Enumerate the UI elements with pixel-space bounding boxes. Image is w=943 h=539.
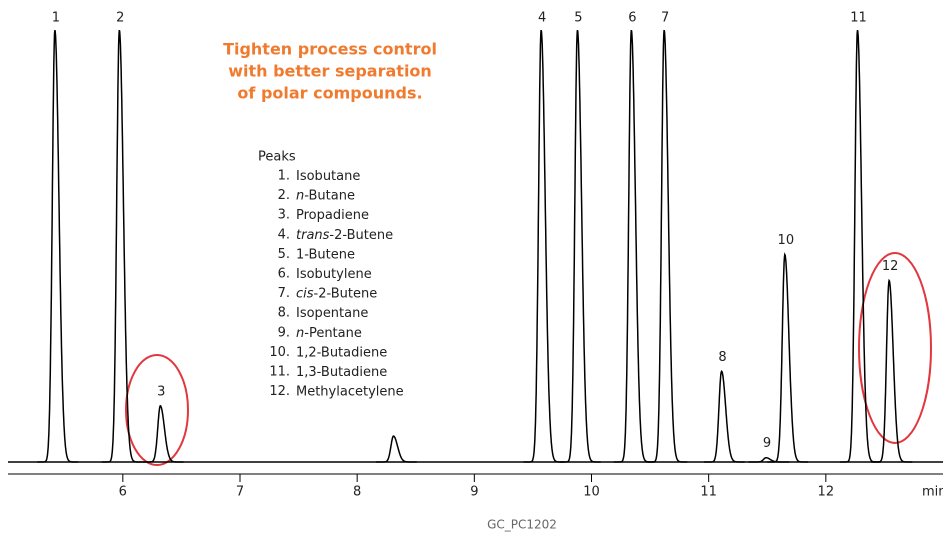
x-tick-label: 7 (236, 485, 244, 500)
legend-name: Isobutylene (296, 267, 372, 282)
legend-name: Propadiene (296, 208, 369, 223)
peak (142, 404, 184, 463)
legend-number: 11. (269, 365, 290, 380)
legend-name-part: -Butane (304, 188, 355, 203)
peak (871, 278, 913, 463)
annotation: of polar compounds. (237, 84, 422, 103)
legend-number: 10. (269, 345, 290, 360)
peak-label: 5 (574, 11, 582, 26)
peak (101, 30, 143, 463)
peak-label: 12 (882, 259, 899, 274)
footer: GC_PC1202 (487, 518, 557, 532)
legend-name: 1,3-Butadiene (296, 365, 387, 380)
annotation: Tighten process control (223, 40, 437, 59)
legend-number: 6. (278, 267, 290, 282)
peak (37, 30, 79, 463)
legend-number: 12. (269, 384, 290, 399)
legend-name-part: 1,3-Butadiene (296, 365, 387, 380)
peak-label: 4 (538, 11, 546, 26)
legend-name: Isopentane (296, 306, 368, 321)
legend-name-part: 1-Butene (296, 247, 355, 262)
legend-number: 1. (278, 169, 290, 184)
legend-title: Peaks (258, 150, 296, 165)
legend-name: n-Butane (296, 188, 355, 203)
x-tick-label: 6 (119, 485, 127, 500)
legend-name-part: Isopentane (296, 306, 368, 321)
peak-label: 11 (850, 11, 867, 26)
legend-name: n-Pentane (296, 325, 362, 340)
legend-name-part: trans (296, 227, 330, 242)
peak (704, 370, 745, 463)
peak-label: 8 (718, 350, 726, 365)
legend-name-part: n (296, 188, 304, 203)
x-tick-label: 12 (818, 485, 835, 500)
legend-name-part: 1,2-Butadiene (296, 345, 387, 360)
highlight-ellipse (858, 252, 932, 444)
legend-number: 8. (278, 306, 290, 321)
legend-name: trans-2-Butene (296, 227, 393, 242)
annotation: with better separation (228, 62, 432, 81)
legend-name-part: Isobutylene (296, 267, 372, 282)
legend-name: cis-2-Butene (296, 286, 377, 301)
legend-name-part: cis (296, 286, 314, 301)
peak-label: 9 (763, 436, 771, 451)
peak (748, 456, 790, 463)
legend-name-part: -2-Butene (314, 286, 378, 301)
legend-name: 1,2-Butadiene (296, 345, 387, 360)
legend-name-part: Propadiene (296, 208, 369, 223)
peak (559, 30, 601, 463)
peak-label: 2 (116, 11, 124, 26)
legend-name-part: Isobutane (296, 169, 360, 184)
peak-label: 10 (778, 233, 795, 248)
peak (839, 30, 881, 463)
peak-label: 6 (628, 11, 636, 26)
peak-label: 7 (661, 11, 669, 26)
legend-name-part: -2-Butene (329, 227, 393, 242)
legend-number: 2. (278, 188, 290, 203)
legend-number: 4. (278, 227, 290, 242)
peak (646, 30, 688, 463)
x-tick-label: 8 (353, 485, 361, 500)
x-tick-label: 10 (583, 485, 600, 500)
peak (767, 252, 808, 463)
x-tick-label: 11 (700, 485, 717, 500)
highlight-ellipse (125, 354, 189, 466)
legend-number: 5. (278, 247, 290, 262)
legend-name: Methylacetylene (296, 384, 404, 399)
x-tick-label: 9 (470, 485, 478, 500)
peak (523, 30, 565, 463)
legend-name: 1-Butene (296, 247, 355, 262)
peak-label: 1 (52, 11, 60, 26)
legend-name-part: Methylacetylene (296, 384, 404, 399)
legend-name-part: -Pentane (304, 325, 362, 340)
peak (613, 30, 655, 463)
legend-number: 3. (278, 208, 290, 223)
trace (37, 30, 913, 463)
legend-number: 9. (278, 325, 290, 340)
legend-name-part: n (296, 325, 304, 340)
legend-number: 7. (278, 286, 290, 301)
peak (375, 435, 417, 463)
x-axis-label: min (922, 485, 943, 500)
peak-label: 3 (157, 384, 165, 399)
legend-name: Isobutane (296, 169, 360, 184)
